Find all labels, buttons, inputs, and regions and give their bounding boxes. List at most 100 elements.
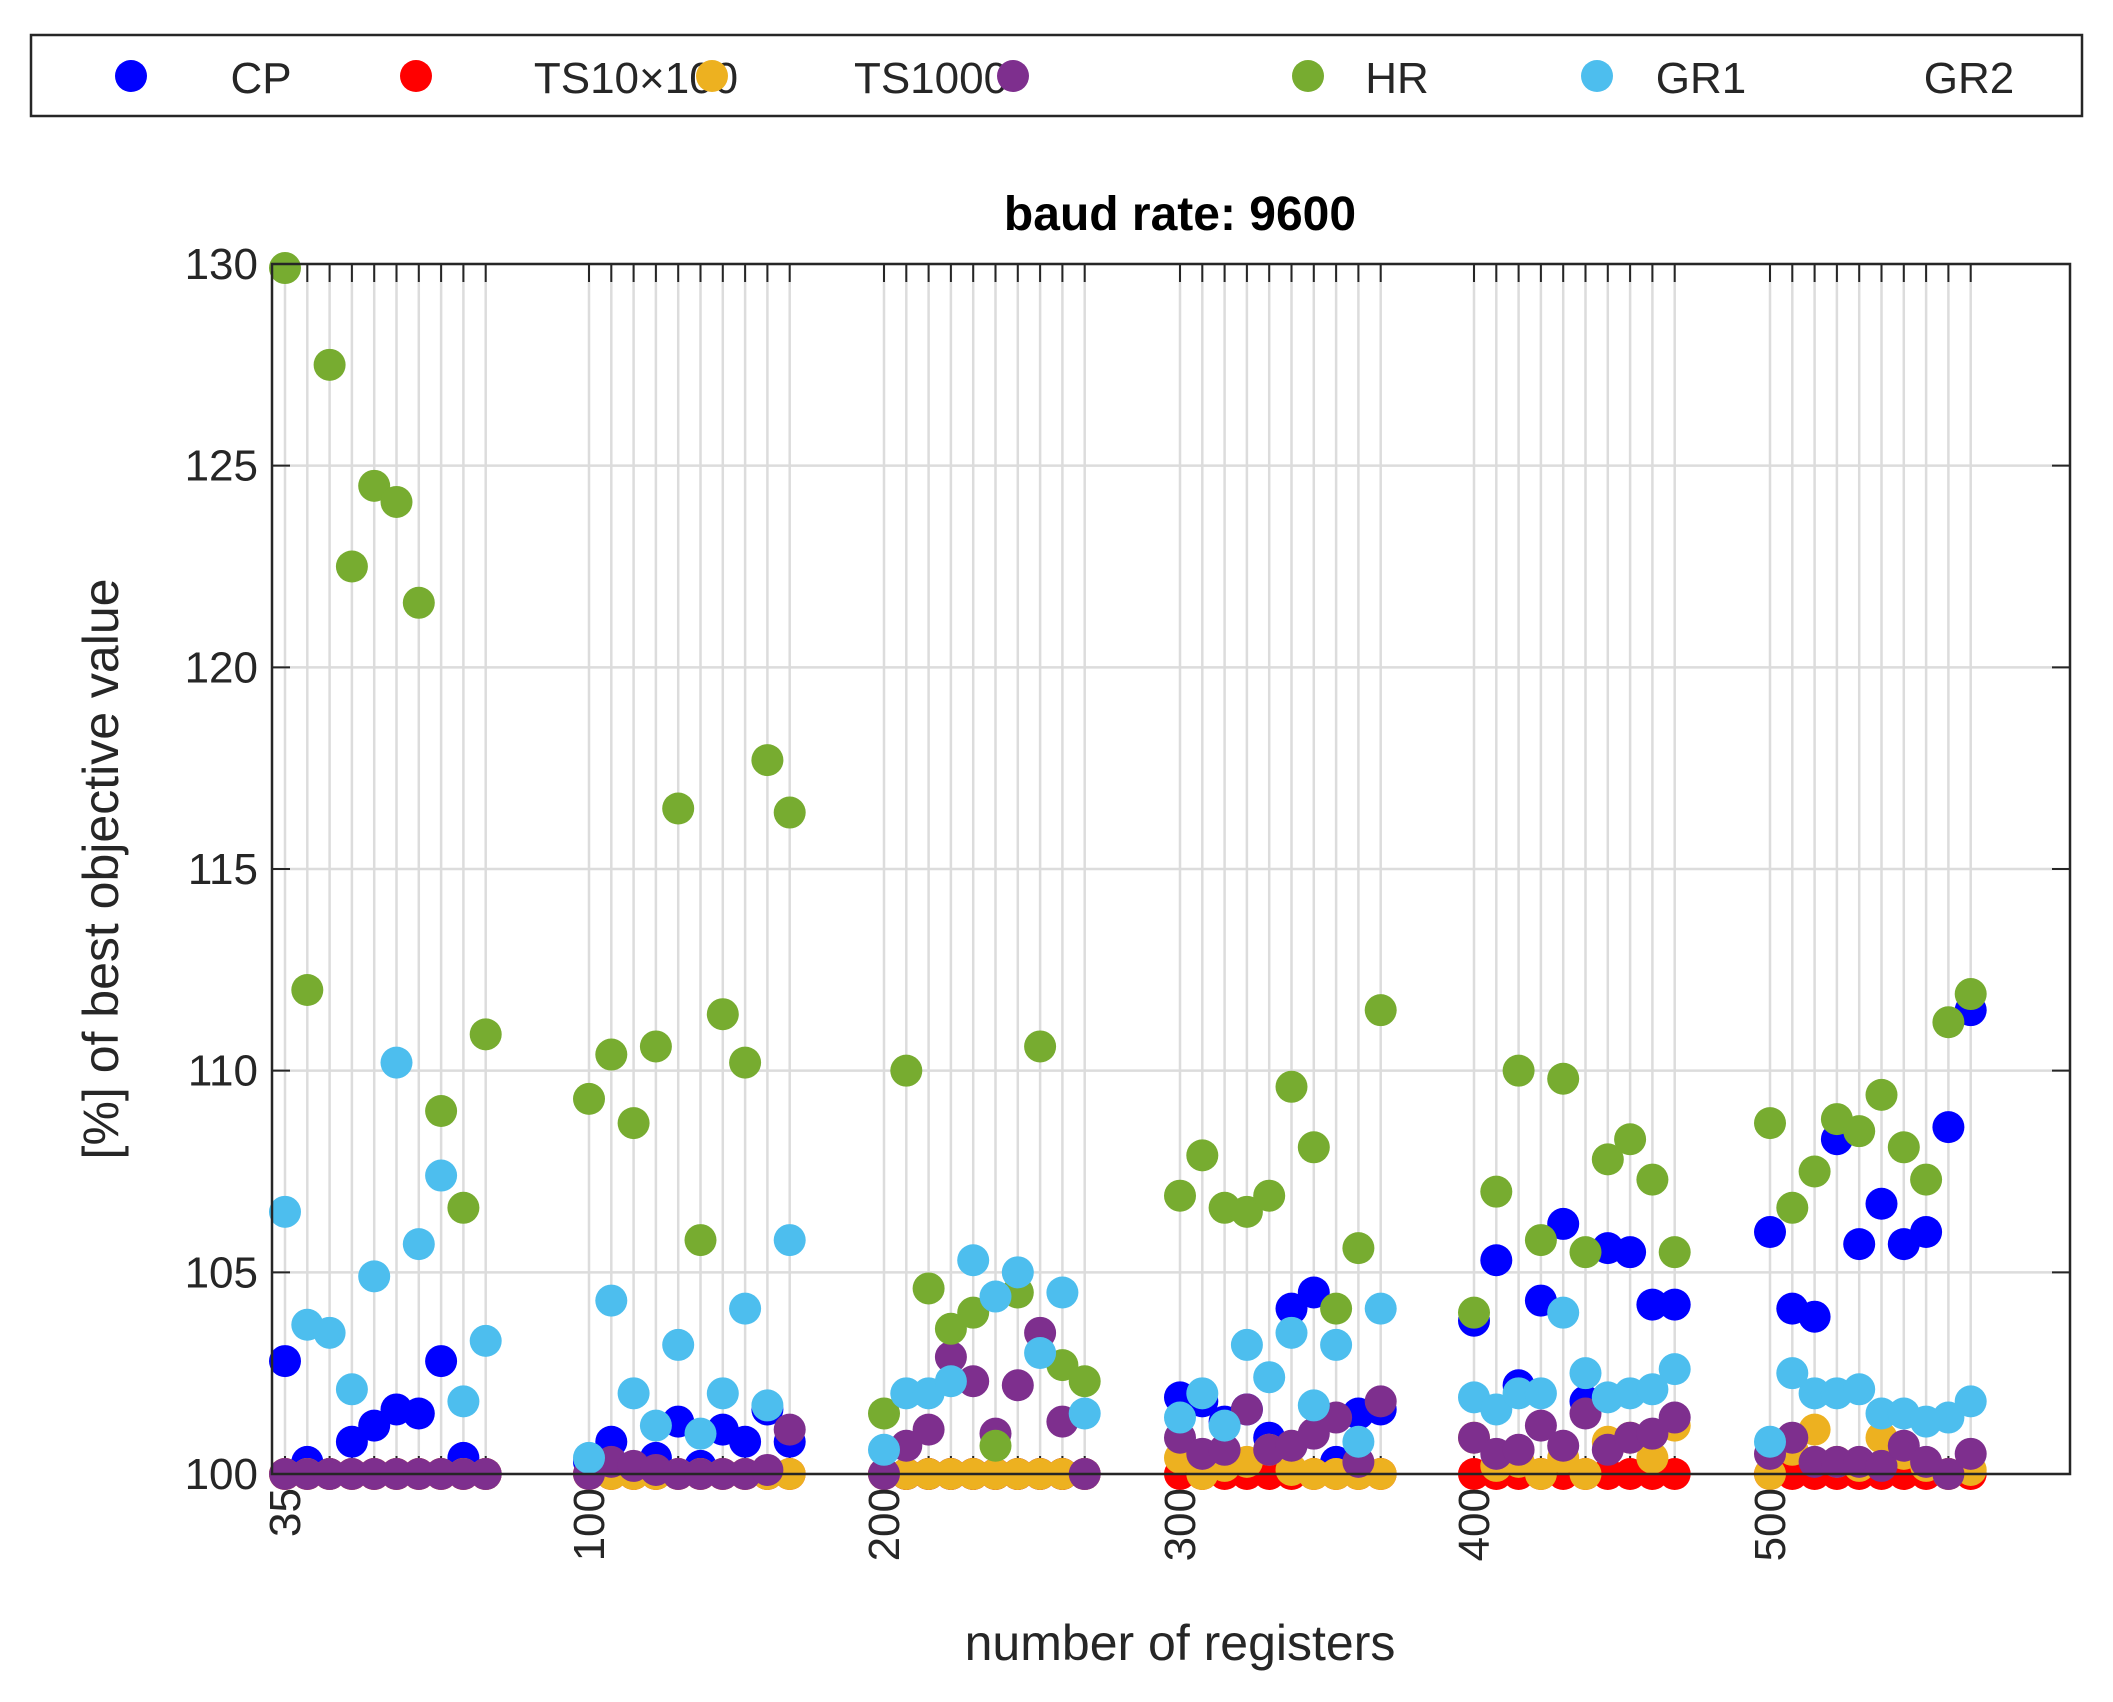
point-gr2 <box>1275 1316 1308 1349</box>
point-gr2 <box>1569 1357 1602 1390</box>
point-cp <box>1614 1236 1647 1269</box>
point-cp <box>1275 1292 1308 1325</box>
point-gr2 <box>684 1417 717 1450</box>
x-tick-label: 500 <box>1746 1488 1795 1561</box>
legend-label: GR2 <box>1924 54 2014 103</box>
point-gr1 <box>1887 1131 1920 1164</box>
point-gr2 <box>1024 1337 1057 1369</box>
point-cp <box>358 1409 391 1442</box>
point-gr1 <box>890 1054 923 1087</box>
point-gr1 <box>773 796 806 829</box>
legend-label: TS1000 <box>854 54 1008 103</box>
point-hr <box>912 1413 945 1446</box>
point-cp <box>1798 1300 1831 1333</box>
point-gr2 <box>729 1292 762 1325</box>
x-tick-label: 400 <box>1450 1488 1499 1561</box>
point-cp <box>729 1425 762 1458</box>
point-gr1 <box>380 485 413 518</box>
y-tick-label: 100 <box>185 1450 258 1499</box>
point-gr2 <box>773 1224 806 1257</box>
point-gr1 <box>1186 1139 1219 1172</box>
point-gr1 <box>1164 1179 1196 1212</box>
point-gr2 <box>957 1244 990 1277</box>
point-cp <box>1910 1216 1943 1248</box>
point-gr1 <box>1547 1062 1580 1095</box>
point-gr1 <box>1636 1163 1669 1196</box>
point-cp <box>1843 1228 1876 1261</box>
point-cp <box>1658 1288 1691 1321</box>
point-gr2 <box>1480 1393 1513 1426</box>
point-gr2 <box>662 1328 695 1361</box>
point-gr1 <box>1754 1107 1786 1140</box>
point-gr2 <box>890 1377 923 1410</box>
series-gr1 <box>269 252 1987 1462</box>
plot-frame <box>270 262 2072 1476</box>
x-tick-label: 35 <box>261 1488 310 1537</box>
point-gr2 <box>1502 1377 1535 1410</box>
y-tick-labels: 100 105 110 115 120 125 130 <box>185 240 258 1499</box>
legend-label: GR1 <box>1656 54 1746 103</box>
point-gr1 <box>1658 1236 1691 1269</box>
x-tick-label: 100 <box>565 1488 614 1561</box>
point-gr2 <box>1164 1401 1196 1434</box>
point-cp <box>1932 1111 1965 1144</box>
point-gr1 <box>1502 1054 1535 1087</box>
x-tick-label: 300 <box>1156 1488 1205 1561</box>
point-gr2 <box>595 1284 628 1317</box>
point-gr2 <box>617 1377 650 1410</box>
y-axis-label: [%] of best objective value <box>73 579 129 1160</box>
point-gr2 <box>1754 1425 1786 1458</box>
point-ts1000 <box>1636 1441 1669 1474</box>
x-axis-label: number of registers <box>965 1615 1396 1671</box>
point-gr1 <box>912 1272 945 1305</box>
point-gr2 <box>1186 1377 1219 1410</box>
point-hr <box>1547 1429 1580 1462</box>
legend-marker <box>997 60 1029 92</box>
point-gr1 <box>751 744 784 777</box>
point-gr2 <box>1547 1296 1580 1329</box>
point-gr2 <box>1776 1357 1809 1390</box>
point-gr1 <box>706 998 739 1031</box>
legend-item-hr: HR <box>997 54 1429 103</box>
point-gr1 <box>1320 1292 1353 1325</box>
legend-marker <box>696 60 728 92</box>
point-gr1 <box>313 348 346 381</box>
point-gr1 <box>1458 1296 1490 1329</box>
point-gr1 <box>1230 1195 1263 1228</box>
point-gr2 <box>402 1228 435 1261</box>
point-hr <box>1208 1433 1241 1466</box>
chart-title: baud rate: 9600 <box>1004 188 1356 241</box>
point-gr2 <box>1954 1385 1987 1418</box>
point-gr1 <box>335 550 368 583</box>
point-gr1 <box>595 1038 628 1071</box>
point-hr <box>934 1341 967 1374</box>
point-gr1 <box>1342 1232 1375 1265</box>
x-tick-label: 200 <box>860 1488 909 1561</box>
point-gr2 <box>269 1195 301 1228</box>
y-tick-label: 125 <box>185 442 258 491</box>
point-gr1 <box>868 1397 900 1430</box>
point-hr <box>751 1453 784 1486</box>
point-gr2 <box>1865 1397 1898 1430</box>
point-gr2 <box>1230 1328 1263 1361</box>
point-gr1 <box>1024 1030 1057 1063</box>
point-gr1 <box>1910 1163 1943 1196</box>
x-tick-labels: 35 100 200 300 400 500 <box>261 1488 1795 1561</box>
point-gr2 <box>706 1377 739 1410</box>
point-gr2 <box>751 1389 784 1422</box>
point-gr1 <box>291 974 324 1006</box>
point-hr <box>1458 1421 1490 1454</box>
y-tick-label: 120 <box>185 643 258 692</box>
point-gr2 <box>335 1373 368 1406</box>
point-gr1 <box>957 1296 990 1329</box>
point-hr <box>1524 1409 1557 1442</box>
point-hr <box>1636 1417 1669 1450</box>
point-gr1 <box>1843 1115 1876 1148</box>
point-gr1 <box>684 1224 717 1257</box>
legend: CP TS10×100 TS1000 HR GR1 GR2 <box>29 33 2084 118</box>
point-gr1 <box>729 1046 762 1079</box>
point-hr <box>1297 1417 1330 1450</box>
point-gr2 <box>934 1365 967 1398</box>
point-gr1 <box>639 1030 672 1063</box>
